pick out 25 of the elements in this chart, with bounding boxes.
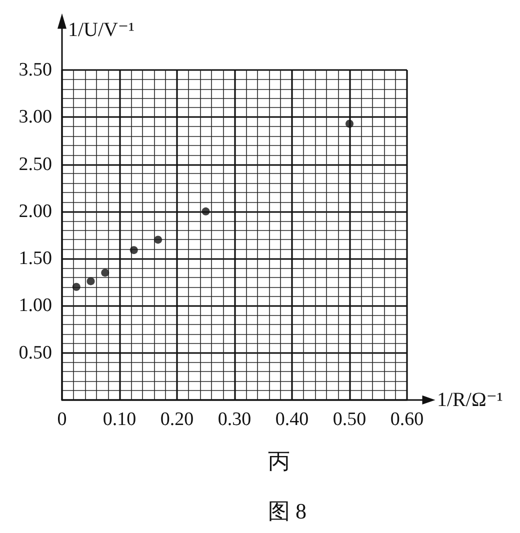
y-tick-label: 3.00 [18,106,52,128]
point [154,236,162,244]
point [346,120,354,128]
x-tick-label: 0.20 [160,409,194,430]
y-tick-label: 1.00 [18,295,52,316]
y-tick-label: 2.00 [18,200,52,222]
text: 丙 [268,448,290,474]
y-tick-label: 3.50 [18,60,52,80]
y-tick-label: 1.50 [18,248,52,270]
y-tick-label: 0.50 [18,342,52,364]
caption: 图 8 [268,498,306,524]
y-tick-label: 2.50 [18,154,52,175]
x-tick-label: 0.50 [332,409,366,430]
point [72,282,80,291]
x-tick-label: 0 [57,409,67,430]
x-tick-label: 0.60 [390,409,424,430]
point [101,268,110,277]
x-tick-label: 0.30 [218,409,252,430]
point [130,246,138,254]
x-axis-title: 1/R/Ω⁻¹ [437,389,503,411]
x-tick-label: 0.10 [102,409,136,430]
y-axis-title: 1/U/V⁻¹ [68,19,135,41]
x-tick-label: 0.40 [275,409,309,430]
point [86,277,95,286]
point [202,207,210,216]
